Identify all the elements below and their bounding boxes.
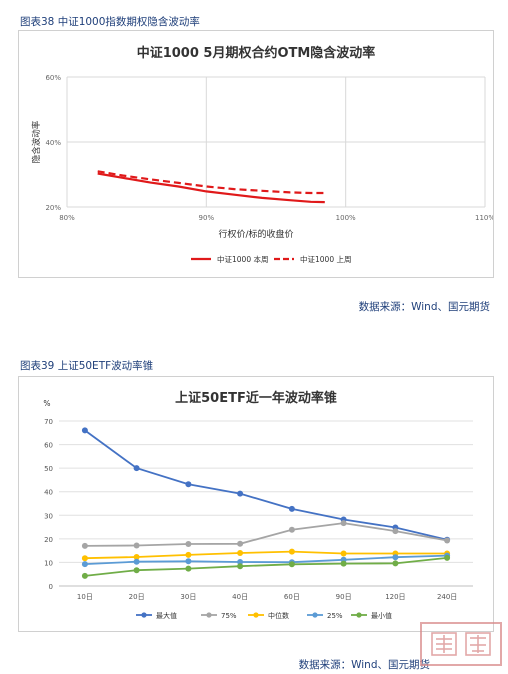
chart2-x-tick-label: 20日 bbox=[129, 593, 145, 601]
chart2-x-tick-label: 90日 bbox=[336, 593, 352, 601]
chart2-point-0-2 bbox=[185, 481, 192, 488]
chart2-y-tick-label: 50 bbox=[44, 465, 53, 473]
chart2-point-1-0 bbox=[81, 542, 88, 549]
chart2-legend-label-4: 最小值 bbox=[371, 611, 392, 620]
chart1-y-tick-label: 60% bbox=[45, 74, 61, 82]
chart2-point-3-1 bbox=[133, 558, 140, 565]
chart2-point-4-4 bbox=[288, 561, 295, 568]
chart2-series-line-1 bbox=[84, 522, 448, 547]
chart2-point-0-4 bbox=[288, 505, 295, 512]
chart2-point-4-0 bbox=[81, 572, 88, 579]
chart2-y-tick-label: 20 bbox=[44, 536, 53, 544]
chart2-legend-marker-0 bbox=[141, 612, 147, 618]
chart2-point-4-6 bbox=[392, 560, 399, 567]
chart2-y-tick-label: 30 bbox=[44, 512, 53, 520]
chart2-point-0-3 bbox=[237, 490, 244, 497]
chart2-point-1-5 bbox=[340, 520, 347, 527]
chart2-point-1-4 bbox=[288, 526, 295, 533]
chart1-x-axis-label: 行权价/标的收盘价 bbox=[218, 228, 293, 240]
chart2-point-4-1 bbox=[133, 567, 140, 574]
chart1-x-tick-label: 100% bbox=[336, 214, 356, 222]
chart2-legend-label-1: 75% bbox=[221, 612, 237, 620]
chart1-y-tick-label: 40% bbox=[45, 139, 61, 147]
vol-cone-chart-frame: 上证50ETF近一年波动率锥% 0 10 20 30 40 50 60 70 10日 20日 30日 4… bbox=[18, 376, 494, 632]
chart2-point-1-6 bbox=[392, 528, 399, 535]
figure2-caption: 图表39 上证50ETF波动率锥 bbox=[20, 360, 154, 372]
chart2-point-4-5 bbox=[340, 560, 347, 567]
chart2-point-2-5 bbox=[340, 550, 347, 557]
chart1-y-tick-label: 20% bbox=[45, 204, 61, 212]
figure1-source: 数据来源：Wind、国元期货 bbox=[358, 301, 490, 313]
chart2-x-tick-label: 240日 bbox=[437, 593, 457, 601]
chart2-legend-label-3: 25% bbox=[327, 612, 343, 620]
chart2-y-tick-label: 0 bbox=[49, 583, 53, 591]
figure1-caption: 图表38 中证1000指数期权隐含波动率 bbox=[20, 16, 200, 28]
chart2-legend-marker-1 bbox=[206, 612, 212, 618]
chart2-y-axis-unit: % bbox=[43, 399, 50, 408]
chart2-series-line-3 bbox=[84, 554, 448, 565]
chart2-point-3-0 bbox=[81, 561, 88, 568]
vol-cone-chart: 上证50ETF近一年波动率锥% 0 10 20 30 40 50 60 70 10日 20日 30日 4… bbox=[43, 390, 473, 620]
chart2-y-tick-label: 10 bbox=[44, 559, 53, 567]
chart2-point-4-2 bbox=[185, 565, 192, 572]
chart2-title: 上证50ETF近一年波动率锥 bbox=[175, 390, 337, 406]
chart2-x-tick-label: 40日 bbox=[232, 593, 248, 601]
chart2-point-2-0 bbox=[81, 555, 88, 562]
chart2-x-tick-label: 30日 bbox=[180, 593, 196, 601]
chart1-x-tick-label: 80% bbox=[59, 214, 75, 222]
chart2-series-line-4 bbox=[84, 557, 448, 577]
chart2-y-tick-label: 60 bbox=[44, 442, 53, 450]
chart1-y-axis-label: 隐含波动率 bbox=[31, 120, 42, 163]
chart1-series-line-0 bbox=[97, 172, 325, 204]
chart2-x-tick-label: 10日 bbox=[77, 593, 93, 601]
chart2-point-2-3 bbox=[237, 550, 244, 556]
chart2-legend-label-0: 最大值 bbox=[156, 611, 177, 620]
chart2-point-3-6 bbox=[392, 554, 399, 561]
chart2-legend-marker-4 bbox=[356, 612, 362, 618]
chart2-legend-marker-3 bbox=[312, 612, 318, 618]
iv-chart-frame: 中证1000 5月期权合约OTM隐含波动率 20% 40% 60% 80% 90% 100%… bbox=[18, 30, 495, 278]
chart2-point-2-1 bbox=[133, 554, 140, 560]
iv-chart: 中证1000 5月期权合约OTM隐含波动率 20% 40% 60% 80% 90% 100%… bbox=[31, 45, 495, 264]
seal-stamp bbox=[420, 622, 502, 666]
chart2-point-3-2 bbox=[185, 558, 192, 565]
chart2-point-3-3 bbox=[237, 559, 244, 565]
chart2-point-1-2 bbox=[185, 541, 192, 547]
chart1-legend-label-0: 中证1000 本周 bbox=[217, 254, 268, 264]
chart2-point-1-3 bbox=[237, 540, 244, 547]
figure2-source: 数据来源：Wind、国元期货 bbox=[298, 659, 430, 671]
chart2-series-line-2 bbox=[84, 550, 448, 560]
chart2-x-tick-label: 120日 bbox=[385, 593, 405, 601]
chart1-legend-label-1: 中证1000 上周 bbox=[300, 254, 351, 264]
chart2-point-2-2 bbox=[185, 551, 192, 558]
chart2-point-4-3 bbox=[237, 563, 244, 570]
chart2-point-0-1 bbox=[133, 465, 140, 472]
chart2-point-2-4 bbox=[288, 548, 295, 555]
chart2-series-line-0 bbox=[84, 429, 448, 541]
seal-stamp-glyphs bbox=[431, 632, 491, 656]
chart2-y-tick-label: 40 bbox=[44, 489, 53, 497]
chart2-point-0-0 bbox=[81, 427, 88, 434]
chart2-point-4-7 bbox=[444, 554, 451, 561]
chart2-y-tick-label: 70 bbox=[44, 418, 53, 426]
chart2-legend-label-2: 中位数 bbox=[268, 611, 289, 620]
chart1-title: 中证1000 5月期权合约OTM隐含波动率 bbox=[137, 45, 376, 61]
chart1-series-line-1 bbox=[97, 170, 325, 195]
chart2-x-tick-label: 60日 bbox=[284, 593, 300, 601]
chart2-legend-marker-2 bbox=[253, 612, 259, 618]
chart1-x-tick-label: 90% bbox=[199, 214, 215, 222]
chart2-point-1-7 bbox=[444, 537, 451, 544]
chart1-x-tick-label: 110% bbox=[475, 214, 493, 222]
chart2-point-1-1 bbox=[133, 542, 140, 549]
